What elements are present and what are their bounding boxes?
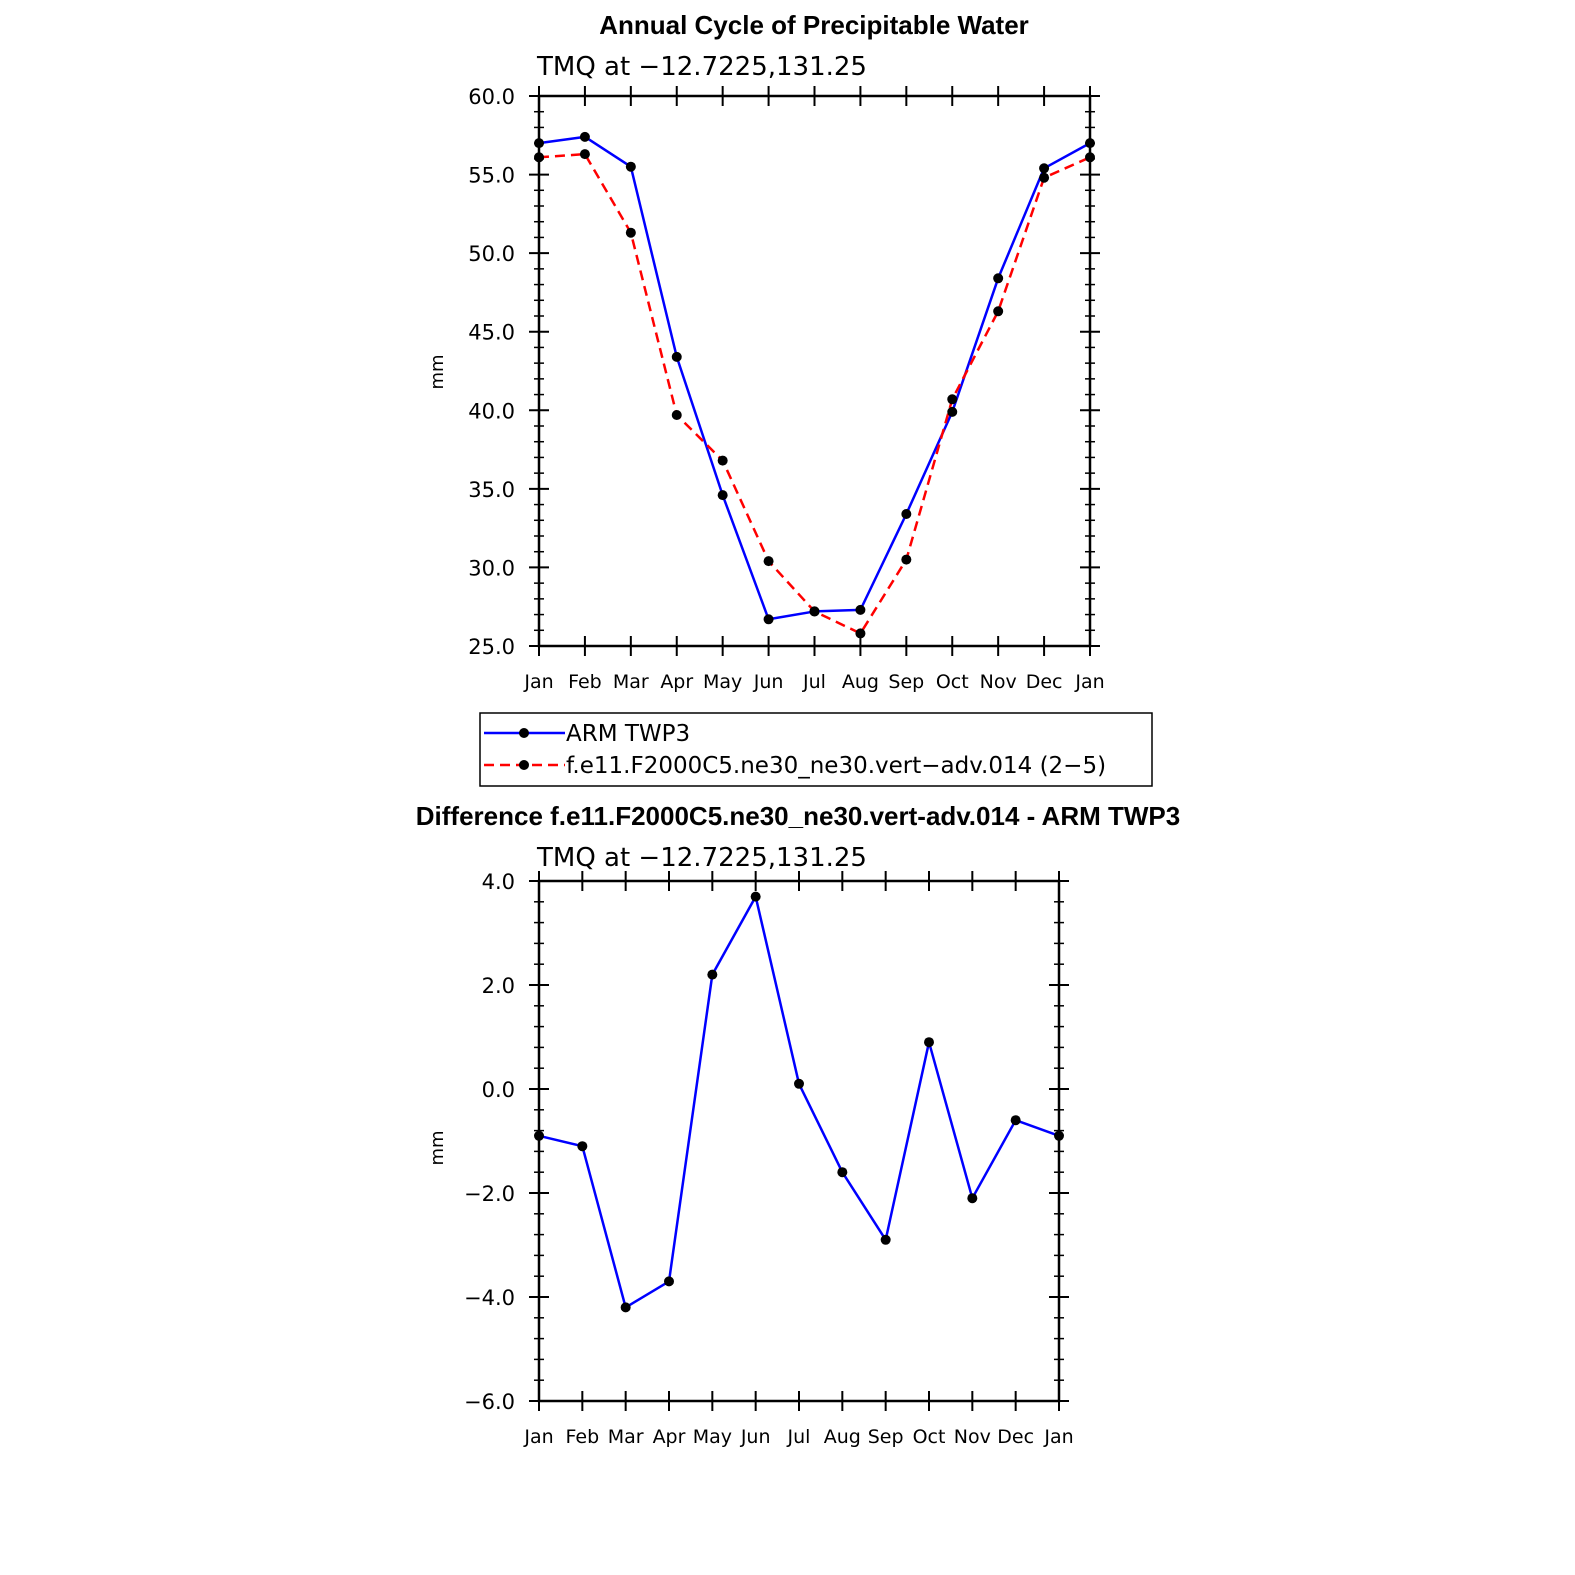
chart2-series-0-point <box>1054 1130 1064 1141</box>
chart1-series-0-point <box>625 161 636 172</box>
legend-marker-model <box>519 760 529 770</box>
chart1-ytick-label: 50.0 <box>468 242 515 266</box>
legend-marker-arm <box>519 728 529 738</box>
chart1-xtick-label: Sep <box>888 671 924 693</box>
chart2-xtick-label: Apr <box>653 1426 686 1448</box>
chart1-series-1-point <box>625 227 636 238</box>
chart2-xtick-label: Jan <box>523 1426 553 1448</box>
legend-label-arm: ARM TWP3 <box>566 721 690 747</box>
chart1-series-0-point <box>1039 163 1050 174</box>
chart2-xtick-label: May <box>693 1426 732 1448</box>
chart1-series-0-point <box>763 614 774 625</box>
chart2-xtick-label: Mar <box>608 1426 644 1448</box>
chart1-ytick-label: 60.0 <box>468 85 515 109</box>
chart2-series-0-point <box>924 1037 934 1048</box>
chart2-series-0-point <box>880 1234 891 1245</box>
chart2-series-0-point <box>620 1302 631 1313</box>
chart1-series-0-point <box>717 490 728 501</box>
chart2-frame <box>537 879 1061 1403</box>
chart1-subtitle: TMQ at −12.7225,131.25 <box>536 52 867 82</box>
chart2-series-0-point <box>664 1276 674 1287</box>
chart1-series-1-point <box>579 149 590 160</box>
chart2-series-0-point <box>707 969 718 980</box>
chart1-xtick-label: Nov <box>980 671 1017 693</box>
chart1-ytick-label: 55.0 <box>468 164 515 188</box>
chart1-series-1-point <box>1085 152 1095 163</box>
chart2-xtick-label: Jan <box>1043 1426 1073 1448</box>
chart2-ylabel: mm <box>427 1130 448 1165</box>
chart2-subtitle: TMQ at −12.7225,131.25 <box>536 843 867 873</box>
chart1-xtick-label: Oct <box>936 671 969 693</box>
chart2-title: Difference f.e11.F2000C5.ne30_ne30.vert-… <box>416 801 1180 831</box>
chart1-xtick-label: Feb <box>568 671 602 693</box>
chart1-series-1-point <box>671 410 682 420</box>
chart1-series-0-point <box>855 604 866 615</box>
chart2-xtick-label: Jun <box>740 1426 771 1448</box>
chart2-xtick-label: Feb <box>566 1426 600 1448</box>
chart1-xtick-label: Apr <box>660 671 693 693</box>
chart1-ytick-label: 30.0 <box>468 556 515 580</box>
chart2-ytick-label: −6.0 <box>464 1390 515 1414</box>
chart2-xtick-label: Sep <box>868 1426 904 1448</box>
chart1-xtick-label: Dec <box>1026 671 1063 693</box>
legend-box <box>479 712 1153 787</box>
chart2-xtick-label: Aug <box>824 1426 861 1448</box>
chart1-series-0-point <box>1085 138 1095 149</box>
chart2-series-line-0 <box>538 895 1060 1309</box>
chart2-series-0-point <box>794 1078 804 1089</box>
chart1-ytick-label: 35.0 <box>468 478 515 502</box>
legend: ARM TWP3 f.e11.F2000C5.ne30_ne30.vert−ad… <box>479 712 1153 787</box>
chart1-xtick-label: Jun <box>753 671 784 693</box>
chart1-series-0-point <box>671 351 682 362</box>
chart2-ytick-label: −4.0 <box>464 1286 515 1310</box>
chart1-series-line-0 <box>538 135 1091 621</box>
chart2-series-0-point <box>837 1167 848 1178</box>
chart1-xtick-label: Jan <box>523 671 553 693</box>
chart1-xtick-label: Aug <box>842 671 879 693</box>
chart2-series-0-point <box>967 1193 978 1204</box>
chart2-series-0-point <box>534 1130 544 1141</box>
chart1-series-0-point <box>534 138 544 149</box>
chart1-frame <box>537 94 1092 648</box>
chart1-series-1-point <box>993 306 1004 317</box>
chart1-ytick-label: 45.0 <box>468 321 515 345</box>
chart2-ytick-label: 4.0 <box>482 870 515 894</box>
chart1-series-1-point <box>809 606 820 617</box>
chart2-xtick-label: Nov <box>954 1426 991 1448</box>
chart2-ytick-label: 2.0 <box>482 974 515 998</box>
chart1-series-1-point <box>534 152 544 163</box>
chart1-series-1-point <box>717 455 728 466</box>
chart1-title: Annual Cycle of Precipitable Water <box>599 10 1029 40</box>
chart1-plot: 25.0 30.0 35.0 40.0 45.0 50.0 55.0 60.0 Jan Feb Ma… <box>468 85 1104 693</box>
chart2-ytick-label: 0.0 <box>482 1078 515 1102</box>
chart1-xtick-label: Mar <box>613 671 649 693</box>
chart1-xtick-label: Jul <box>802 671 826 693</box>
chart2-xtick-label: Dec <box>997 1426 1034 1448</box>
chart1-xtick-label: May <box>703 671 742 693</box>
chart1-series-1-point <box>1039 172 1050 183</box>
chart1-series-1-point <box>947 394 958 405</box>
chart2-series-0-point <box>1010 1115 1021 1126</box>
chart2-series-0-point <box>750 891 761 902</box>
chart2-ytick-label: −2.0 <box>464 1182 515 1206</box>
chart1-series-0-point <box>993 273 1004 284</box>
chart2-series-0-point <box>577 1141 588 1152</box>
chart1-ytick-label: 25.0 <box>468 635 515 659</box>
chart1-ylabel: mm <box>427 354 448 389</box>
chart1-series-0-point <box>579 131 590 142</box>
chart2-xtick-label: Oct <box>913 1426 946 1448</box>
chart1-xtick-label: Jan <box>1074 671 1104 693</box>
chart1-series-1-point <box>855 628 866 639</box>
chart2-xtick-label: Jul <box>787 1426 811 1448</box>
chart1-series-0-point <box>901 509 912 519</box>
chart1-series-1-point <box>901 554 912 565</box>
legend-label-model: f.e11.F2000C5.ne30_ne30.vert−adv.014 (2−… <box>566 753 1106 779</box>
chart1-series-line-1 <box>538 152 1091 635</box>
chart1-ytick-label: 40.0 <box>468 399 515 423</box>
chart2-plot: −6.0 −4.0 −2.0 0.0 2.0 4.0 Jan Feb Mar Apr May Jun J… <box>464 870 1074 1448</box>
chart1-series-0-point <box>947 406 958 417</box>
chart1-series-1-point <box>763 556 774 567</box>
